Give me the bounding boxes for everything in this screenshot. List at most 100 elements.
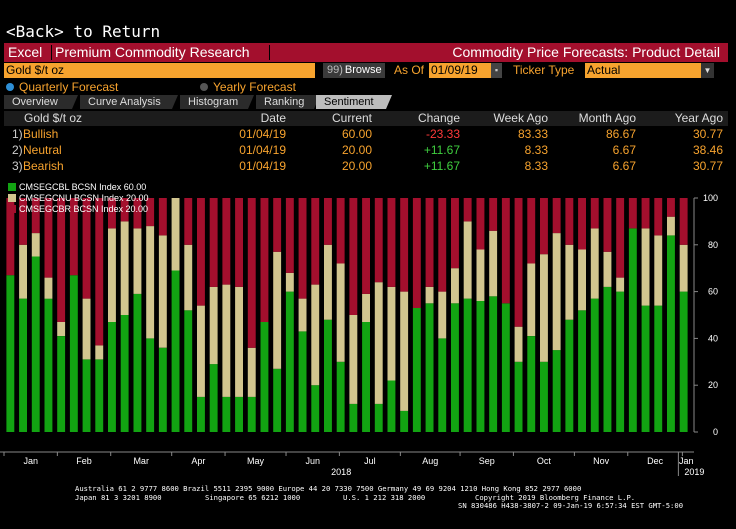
bar-bearish	[451, 198, 459, 269]
quarterly-forecast-label: Quarterly Forecast	[19, 80, 119, 94]
bar-bullish	[298, 331, 307, 432]
bar-neutral	[679, 244, 688, 292]
y-tick-label: 100	[703, 193, 718, 203]
bar-neutral	[158, 235, 167, 348]
tab-sentiment[interactable]: Sentiment	[316, 95, 392, 109]
legend-label: CMSEGCBL BCSN Index 60.00	[19, 182, 147, 192]
bar-bearish	[578, 198, 586, 250]
bar-bearish	[44, 198, 53, 278]
col-header-year-ago: Year Ago	[674, 111, 723, 125]
bar-neutral	[273, 251, 282, 369]
legend-swatch	[8, 194, 16, 202]
chevron-down-icon[interactable]: ▼	[701, 63, 714, 78]
row-index: 1)	[12, 127, 23, 141]
bar-neutral	[95, 345, 104, 360]
yearly-forecast-radio[interactable]: Yearly Forecast	[200, 80, 296, 94]
bar-bearish	[336, 198, 345, 264]
x-tick-label: Nov	[593, 456, 610, 466]
ticker-type-select[interactable]: Actual	[585, 63, 701, 78]
col-header-change: Change	[417, 111, 460, 125]
bar-bullish	[387, 380, 396, 432]
bar-bearish	[311, 198, 320, 285]
toolbar-divider	[269, 45, 270, 60]
bar-bearish	[6, 198, 15, 276]
bar-neutral	[578, 249, 586, 311]
table-row-neutral[interactable]: 2) Neutral 01/04/19 20.00 +11.67 8.33 6.…	[4, 143, 728, 158]
bar-neutral	[476, 249, 485, 301]
legend-label: CMSEGCBR BCSN Index 20.00	[19, 204, 149, 214]
bar-bearish	[120, 198, 129, 222]
bar-bullish	[69, 275, 78, 432]
browse-button[interactable]: 99) Browse	[323, 63, 385, 78]
table-row-bullish[interactable]: 1) Bullish 01/04/19 60.00 -23.33 83.33 8…	[4, 127, 728, 142]
footer-contacts-singapore: Singapore 65 6212 1000	[205, 492, 301, 502]
bar-bullish	[374, 403, 383, 432]
bar-bullish	[120, 315, 129, 432]
row-month-ago: 6.67	[612, 159, 636, 173]
bar-neutral	[641, 228, 650, 306]
footer-contacts-japan: Japan 81 3 3201 8900	[75, 492, 162, 502]
row-change: +11.67	[423, 143, 460, 157]
bar-bullish	[400, 410, 409, 432]
bar-bearish	[552, 198, 561, 234]
security-field[interactable]: Gold $/t oz	[4, 63, 315, 78]
tab-curve-analysis[interactable]: Curve Analysis	[80, 95, 178, 109]
bar-bullish	[654, 305, 663, 432]
bar-neutral	[222, 284, 231, 397]
bar-bullish	[19, 298, 27, 432]
bar-neutral	[171, 198, 180, 271]
bar-neutral	[667, 216, 675, 236]
legend-item-neutral: CMSEGCNU BCSN Index 20.00	[8, 193, 149, 204]
x-tick-label: Apr	[191, 456, 205, 466]
table-row-bearish[interactable]: 3) Bearish 01/04/19 20.00 +11.67 8.33 6.…	[4, 159, 728, 174]
bar-neutral	[336, 263, 345, 362]
bar-bearish	[324, 198, 332, 245]
row-week-ago: 8.33	[524, 143, 548, 157]
sentiment-chart-svg: 0 20 40 60 80 100 Jan Feb Mar Apr May Jun Jul Aug Sep O…	[0, 193, 718, 477]
tab-ranking[interactable]: Ranking	[256, 95, 320, 109]
bar-bearish	[184, 198, 193, 245]
footer-contacts-us: U.S. 1 212 318 2000	[343, 492, 426, 502]
bar-bearish	[679, 198, 688, 245]
bar-neutral	[146, 226, 155, 339]
bar-neutral	[82, 298, 91, 360]
row-label: Neutral	[23, 143, 62, 157]
row-change: -23.33	[425, 127, 460, 141]
bar-bearish	[349, 198, 358, 315]
x-tick-label: Mar	[133, 456, 149, 466]
bar-bullish	[514, 361, 523, 432]
as-of-date-field[interactable]: 01/09/19	[429, 63, 491, 78]
premium-research-button[interactable]: Premium Commodity Research	[55, 44, 250, 60]
row-label: Bearish	[23, 159, 64, 173]
quarterly-forecast-radio[interactable]: Quarterly Forecast	[6, 80, 118, 94]
bar-bullish	[527, 336, 536, 432]
bar-bullish	[616, 291, 625, 432]
bar-bullish	[57, 336, 66, 432]
bar-bullish	[273, 368, 282, 432]
bar-bullish	[438, 338, 447, 432]
bar-bearish	[628, 198, 637, 229]
bar-neutral	[184, 244, 193, 311]
bar-bullish	[311, 385, 320, 432]
bar-bullish	[95, 359, 104, 432]
footer-copyright: Copyright 2019 Bloomberg Finance L.P.	[475, 492, 636, 502]
row-date: 01/04/19	[239, 127, 286, 141]
bar-neutral	[133, 228, 142, 294]
bar-bearish	[654, 198, 663, 236]
y-tick-label: 80	[708, 240, 718, 250]
bar-bullish	[590, 298, 599, 432]
calendar-icon[interactable]: ▪	[491, 63, 502, 78]
bar-neutral	[463, 221, 472, 299]
x-tick-label: Sep	[479, 456, 495, 466]
back-to-return-link[interactable]: <Back> to Return	[6, 22, 161, 41]
tab-histogram[interactable]: Histogram	[180, 95, 254, 109]
bar-bearish	[501, 198, 510, 304]
bar-bearish	[412, 198, 421, 308]
bar-bearish	[438, 198, 447, 292]
excel-button[interactable]: Excel	[8, 44, 43, 60]
bar-bullish	[565, 319, 574, 432]
browse-shortcut: 99)	[327, 64, 343, 76]
tab-overview[interactable]: Overview	[4, 95, 78, 109]
bar-neutral	[19, 244, 27, 299]
bar-bearish	[616, 198, 625, 278]
